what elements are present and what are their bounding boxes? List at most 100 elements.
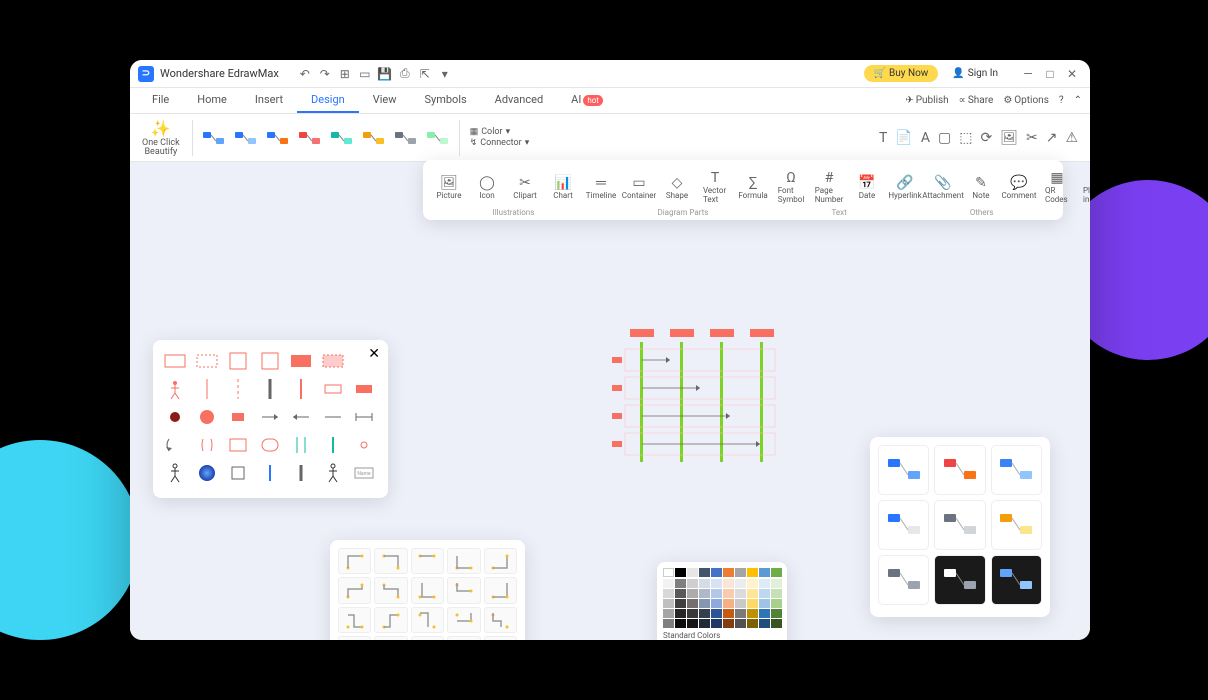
shade-color[interactable] xyxy=(771,589,782,598)
theme-color[interactable] xyxy=(771,568,782,577)
highlight-icon[interactable]: ▢ xyxy=(938,130,951,146)
shade-color[interactable] xyxy=(675,599,686,608)
connector-8[interactable] xyxy=(447,577,480,603)
shade-color[interactable] xyxy=(711,599,722,608)
insert-attachment[interactable]: 📎Attachment xyxy=(925,173,961,202)
shade-color[interactable] xyxy=(771,599,782,608)
color-dropdown[interactable]: ▦ Color ▾ xyxy=(470,127,530,137)
shade-color[interactable] xyxy=(663,579,674,588)
undo-icon[interactable]: ↶ xyxy=(297,66,313,82)
theme-color[interactable] xyxy=(723,568,734,577)
shade-color[interactable] xyxy=(711,609,722,618)
insert-hyperlink[interactable]: 🔗Hyperlink xyxy=(887,173,923,202)
collapse-ribbon-button[interactable]: ⌃ xyxy=(1074,95,1082,106)
beautify-button[interactable]: ✨ One Click Beautify xyxy=(136,117,186,159)
theme-color[interactable] xyxy=(735,568,746,577)
insert-vector-text[interactable]: TVector Text xyxy=(697,168,733,206)
shade-color[interactable] xyxy=(747,609,758,618)
shade-color[interactable] xyxy=(771,619,782,628)
shade-color[interactable] xyxy=(711,589,722,598)
theme-variant-6[interactable] xyxy=(878,555,929,605)
insert-picture[interactable]: 🖼Picture xyxy=(431,173,467,202)
help-button[interactable]: ? xyxy=(1059,95,1064,106)
shape-20[interactable] xyxy=(350,404,378,430)
shape-0[interactable] xyxy=(161,348,189,374)
shade-color[interactable] xyxy=(699,609,710,618)
close-button[interactable]: ✕ xyxy=(1062,64,1082,84)
shape-23[interactable] xyxy=(224,432,252,458)
theme-variant-3[interactable] xyxy=(878,500,929,550)
font-tool-icon[interactable]: A xyxy=(921,130,930,146)
shape-22[interactable] xyxy=(193,432,221,458)
signin-button[interactable]: 👤 Sign In xyxy=(944,65,1006,82)
shape-18[interactable] xyxy=(287,404,315,430)
maximize-button[interactable]: □ xyxy=(1040,64,1060,84)
shade-color[interactable] xyxy=(675,619,686,628)
shade-color[interactable] xyxy=(747,579,758,588)
shape-33[interactable] xyxy=(319,460,347,486)
shade-color[interactable] xyxy=(735,579,746,588)
shade-color[interactable] xyxy=(675,579,686,588)
shade-color[interactable] xyxy=(699,619,710,628)
insert-page-number[interactable]: #Page Number xyxy=(811,168,847,206)
theme-color[interactable] xyxy=(675,568,686,577)
frame-icon[interactable]: ⬚ xyxy=(959,130,972,146)
shape-34[interactable]: Name xyxy=(350,460,378,486)
new-icon[interactable]: ⊞ xyxy=(337,66,353,82)
connector-1[interactable] xyxy=(374,548,407,574)
shade-color[interactable] xyxy=(711,619,722,628)
shape-29[interactable] xyxy=(193,460,221,486)
shade-color[interactable] xyxy=(687,619,698,628)
connector-7[interactable] xyxy=(411,577,444,603)
insert-container[interactable]: ▭Container xyxy=(621,173,657,202)
style-preset-4[interactable] xyxy=(327,123,357,153)
shade-color[interactable] xyxy=(747,619,758,628)
style-preset-5[interactable] xyxy=(359,123,389,153)
shade-color[interactable] xyxy=(723,599,734,608)
print-icon[interactable]: ⎙ xyxy=(397,66,413,82)
shape-30[interactable] xyxy=(224,460,252,486)
connector-3[interactable] xyxy=(447,548,480,574)
insert-font-symbol[interactable]: ΩFont Symbol xyxy=(773,168,809,206)
warning-icon[interactable]: ⚠ xyxy=(1065,130,1078,146)
shape-2[interactable] xyxy=(224,348,252,374)
shade-color[interactable] xyxy=(771,579,782,588)
save-icon[interactable]: 💾 xyxy=(377,66,393,82)
shape-15[interactable] xyxy=(193,404,221,430)
shape-12[interactable] xyxy=(319,376,347,402)
theme-variant-0[interactable] xyxy=(878,445,929,495)
shape-31[interactable] xyxy=(256,460,284,486)
shape-28[interactable] xyxy=(161,460,189,486)
menu-tab-advanced[interactable]: Advanced xyxy=(481,88,557,113)
shade-color[interactable] xyxy=(723,609,734,618)
shade-color[interactable] xyxy=(687,609,698,618)
shade-color[interactable] xyxy=(735,589,746,598)
connector-13[interactable] xyxy=(447,607,480,633)
options-button[interactable]: ⚙ Options xyxy=(1003,95,1049,106)
shade-color[interactable] xyxy=(675,609,686,618)
menu-tab-design[interactable]: Design xyxy=(297,88,359,113)
connector-dropdown[interactable]: ↯ Connector ▾ xyxy=(470,138,530,148)
canvas[interactable]: 🖼Picture◯Icon✂Clipart📊Chart═Timeline▭Con… xyxy=(130,162,1090,640)
shade-color[interactable] xyxy=(699,579,710,588)
shade-color[interactable] xyxy=(735,609,746,618)
theme-variant-4[interactable] xyxy=(934,500,985,550)
shade-color[interactable] xyxy=(675,589,686,598)
shade-color[interactable] xyxy=(735,599,746,608)
shade-color[interactable] xyxy=(699,599,710,608)
style-preset-1[interactable] xyxy=(231,123,261,153)
insert-timeline[interactable]: ═Timeline xyxy=(583,172,619,202)
insert-formula[interactable]: ∑Formula xyxy=(735,173,771,202)
shape-27[interactable] xyxy=(350,432,378,458)
buy-now-button[interactable]: 🛒 Buy Now xyxy=(864,65,939,82)
connector-4[interactable] xyxy=(484,548,517,574)
style-preset-0[interactable] xyxy=(199,123,229,153)
rotate-icon[interactable]: ⟳ xyxy=(980,130,992,146)
shade-color[interactable] xyxy=(747,599,758,608)
menu-tab-ai[interactable]: AIhot xyxy=(557,88,617,113)
arrow-icon[interactable]: ↗ xyxy=(1046,130,1058,146)
theme-variant-7[interactable] xyxy=(934,555,985,605)
share-button[interactable]: ∝ Share xyxy=(959,95,994,106)
style-preset-3[interactable] xyxy=(295,123,325,153)
shape-4[interactable] xyxy=(287,348,315,374)
